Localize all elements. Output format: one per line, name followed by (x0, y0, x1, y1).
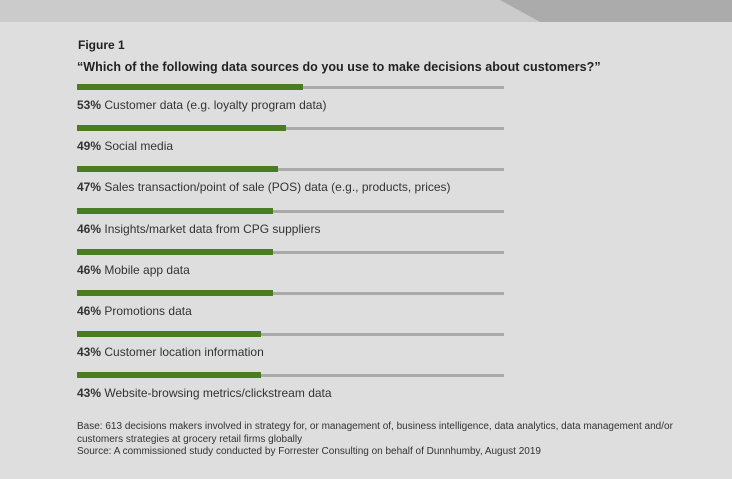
bar-track (77, 250, 504, 254)
chart-row: 49% Social media (77, 125, 505, 166)
footnote-source: Source: A commissioned study conducted b… (77, 446, 541, 457)
chart-row: 43% Website-browsing metrics/clickstream… (77, 372, 505, 413)
chart-row: 46% Mobile app data (77, 248, 505, 290)
bar-track (77, 127, 504, 131)
bar (77, 207, 274, 214)
bar-track (77, 168, 504, 172)
row-percent: 47% (77, 180, 102, 195)
row-category: Customer data (e.g. loyalty program data… (101, 98, 327, 112)
bar-track (77, 291, 504, 295)
row-percent: 46% (77, 303, 102, 318)
row-percent: 49% (77, 139, 102, 154)
bar (77, 372, 261, 379)
chart-row: 53% Customer data (e.g. loyalty program … (77, 84, 505, 125)
row-category: Promotions data (101, 303, 192, 318)
row-category: Customer location information (101, 345, 264, 360)
chart-title: “Which of the following data sources do … (77, 60, 601, 74)
bar (77, 125, 287, 132)
row-percent: 43% (77, 386, 102, 401)
chart-row: 47% Sales transaction/point of sale (POS… (77, 166, 505, 207)
bar-chart: 53% Customer data (e.g. loyalty program … (77, 84, 505, 414)
row-percent: 43% (77, 345, 102, 360)
row-label: 43% Customer location information (77, 345, 264, 359)
bar (77, 289, 274, 296)
bar-track (77, 374, 504, 378)
bar (77, 166, 278, 173)
row-percent: 53% (77, 98, 102, 112)
bar-track (77, 333, 504, 337)
chart-row: 46% Insights/market data from CPG suppli… (77, 207, 505, 249)
row-label: 53% Customer data (e.g. loyalty program … (77, 98, 326, 112)
row-label: 49% Social media (77, 139, 173, 153)
row-category: Mobile app data (101, 262, 190, 277)
footnote-base: Base: 613 decisions makers involved in s… (77, 421, 673, 445)
row-label: 46% Mobile app data (77, 263, 190, 277)
header-accent-shape (500, 0, 732, 22)
row-percent: 46% (77, 262, 102, 277)
row-category: Insights/market data from CPG suppliers (101, 221, 321, 236)
row-label: 46% Insights/market data from CPG suppli… (77, 222, 320, 236)
row-label: 46% Promotions data (77, 304, 192, 318)
row-label: 47% Sales transaction/point of sale (POS… (77, 180, 451, 194)
row-category: Website-browsing metrics/clickstream dat… (101, 386, 332, 401)
bar (77, 331, 261, 338)
figure-label: Figure 1 (78, 38, 125, 52)
chart-row: 46% Promotions data (77, 289, 505, 331)
bar-track (77, 209, 504, 213)
footnote: Base: 613 decisions makers involved in s… (77, 421, 697, 459)
row-category: Social media (101, 139, 174, 154)
bar (77, 248, 274, 255)
row-percent: 46% (77, 221, 102, 236)
chart-row: 43% Customer location information (77, 331, 505, 372)
row-label: 43% Website-browsing metrics/clickstream… (77, 386, 332, 400)
row-category: Sales transaction/point of sale (POS) da… (101, 180, 451, 195)
bar (77, 84, 304, 90)
